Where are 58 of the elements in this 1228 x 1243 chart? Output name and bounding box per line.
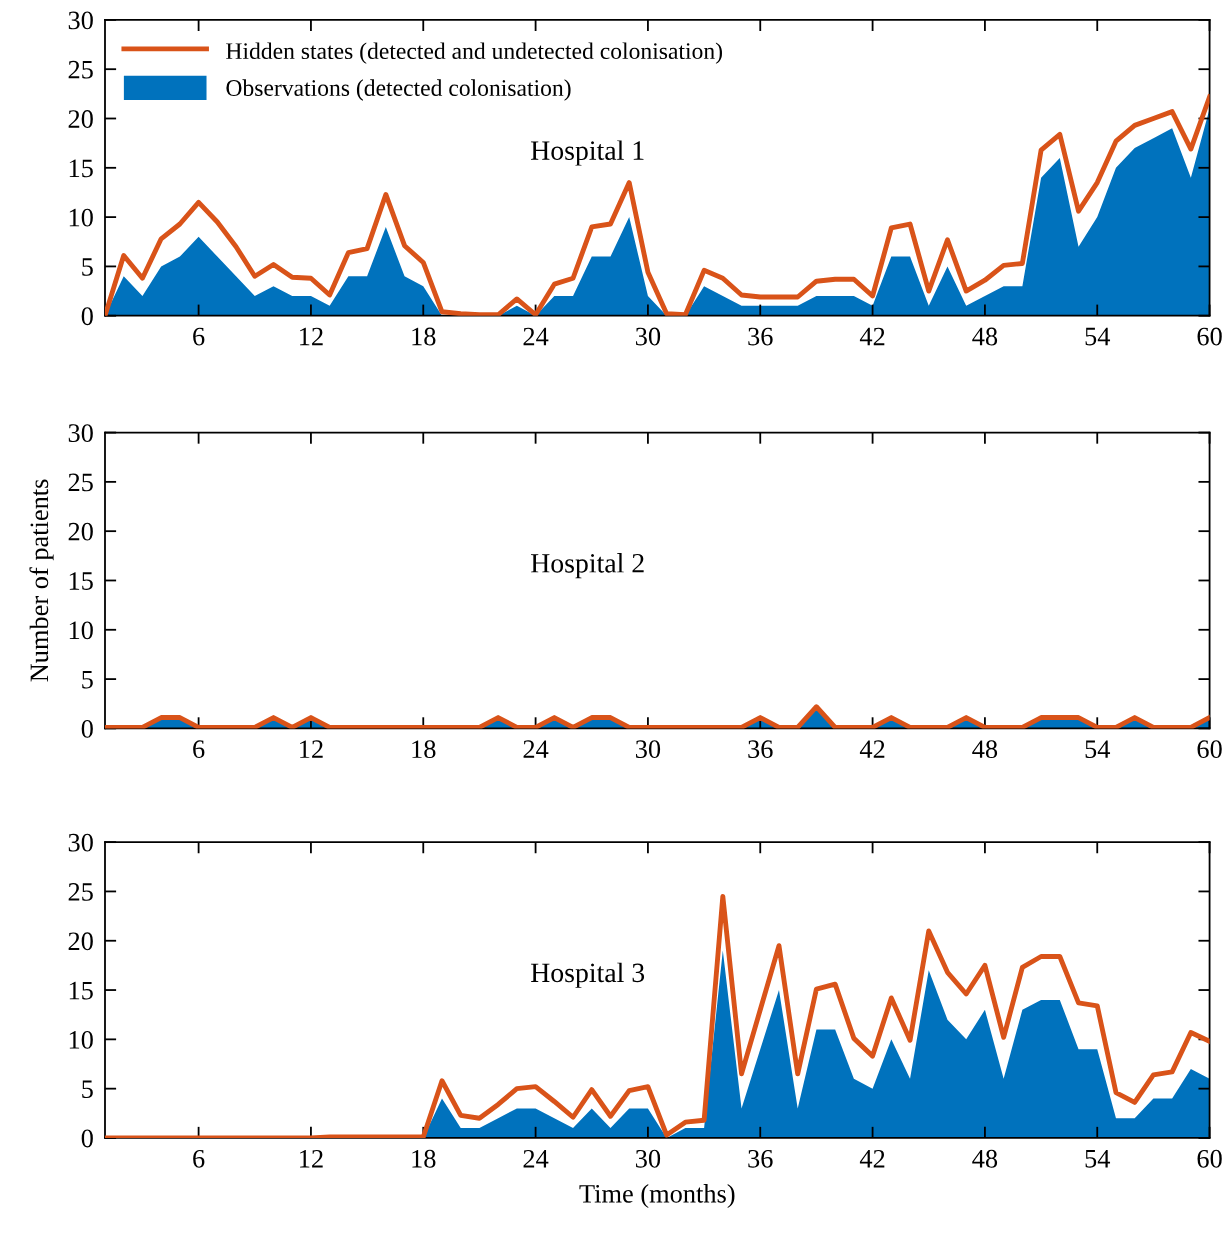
x-tick-label: 42 [859, 740, 885, 758]
x-tick-label: 42 [859, 327, 885, 346]
y-tick-label: 25 [68, 473, 93, 492]
y-tick-label: 15 [69, 981, 93, 1000]
x-tick-label: 18 [412, 327, 436, 346]
y-tick-label: 20 [68, 522, 93, 541]
x-tick-label: 30 [635, 740, 661, 759]
y-tick-label: 0 [81, 307, 93, 326]
x-tick-label: 36 [748, 327, 773, 346]
y-tick-label: 20 [68, 932, 93, 951]
y-tick-label: 10 [69, 1030, 93, 1049]
x-tick-label: 18 [412, 740, 436, 759]
x-tick-label: 30 [635, 327, 661, 346]
y-tick-label: 5 [82, 670, 93, 689]
x-tick-label: 42 [859, 1149, 885, 1168]
y-tick-label: 30 [68, 833, 93, 852]
x-tick-label: 18 [412, 1149, 436, 1168]
x-tick-label: 36 [748, 740, 773, 759]
x-tick-label: 54 [1085, 740, 1111, 759]
y-axis-title: Number of patients [29, 479, 54, 682]
x-tick-label: 24 [523, 740, 549, 758]
x-tick-label: 60 [1197, 740, 1222, 759]
y-tick-label: 5 [82, 1080, 93, 1099]
y-tick-label: 15 [69, 572, 93, 590]
x-tick-label: 54 [1085, 327, 1111, 346]
x-tick-label: 6 [193, 327, 205, 346]
annotation: Hospital 1 [531, 140, 644, 166]
legend-label: Hidden states (detected and undetected colonisation) [226, 42, 722, 64]
x-tick-label: 6 [193, 1149, 205, 1168]
y-tick-label: 30 [68, 11, 93, 30]
x-tick-label: 12 [300, 740, 323, 758]
x-axis-title: Time (months) [579, 1184, 735, 1209]
y-tick-label: 5 [82, 258, 93, 276]
x-tick-label: 24 [523, 327, 549, 346]
y-tick-label: 0 [81, 1129, 93, 1148]
x-tick-label: 60 [1197, 327, 1222, 346]
x-tick-label: 24 [523, 1149, 549, 1168]
y-tick-label: 25 [68, 883, 93, 901]
y-tick-label: 30 [68, 424, 93, 442]
y-tick-label: 25 [68, 60, 93, 79]
x-tick-label: 48 [972, 327, 998, 346]
annotation: Hospital 2 [531, 553, 644, 579]
x-tick-label: 12 [300, 1149, 323, 1168]
x-tick-label: 60 [1197, 1149, 1222, 1168]
x-tick-label: 30 [635, 1149, 661, 1168]
legend-label: Observations (detected colonisation) [226, 79, 571, 101]
y-tick-label: 0 [81, 720, 93, 738]
x-tick-label: 54 [1085, 1150, 1111, 1168]
y-tick-label: 15 [69, 159, 93, 178]
y-tick-label: 10 [69, 208, 93, 227]
x-tick-label: 6 [193, 740, 205, 759]
x-tick-label: 12 [300, 327, 323, 346]
annotation: Hospital 3 [531, 962, 645, 988]
x-tick-label: 48 [972, 1149, 998, 1168]
x-tick-label: 36 [748, 1149, 773, 1168]
y-tick-label: 10 [69, 621, 93, 640]
x-tick-label: 48 [972, 740, 998, 759]
y-tick-label: 20 [68, 110, 93, 128]
